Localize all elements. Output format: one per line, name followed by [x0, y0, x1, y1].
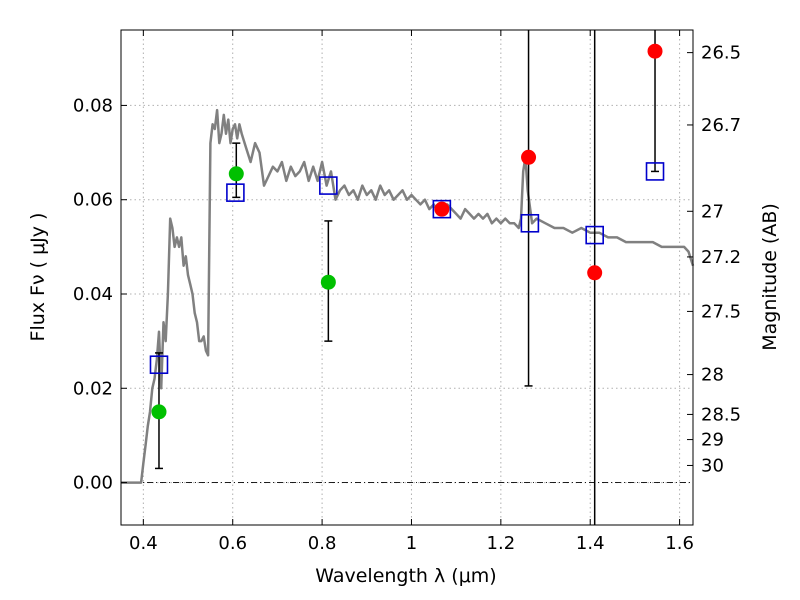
y-tick-label: 0.08 — [73, 95, 113, 116]
detection-point — [320, 274, 336, 290]
x-tick-label: 1.2 — [487, 533, 516, 554]
magnitude-tick-label: 29 — [701, 430, 724, 451]
detection-point — [151, 404, 167, 420]
model-sed-layer — [121, 108, 695, 484]
limit-point — [521, 149, 537, 165]
x-tick-label: 0.4 — [129, 533, 158, 554]
y-axis-label-right: Magnitude (AB) — [759, 203, 781, 351]
model-photometry-square — [585, 225, 604, 245]
y-tick-label: 0.02 — [73, 378, 113, 399]
x-axis-label: Wavelength λ (μm) — [315, 565, 496, 587]
model-photometry-square — [226, 183, 245, 202]
model-photometry-square — [319, 176, 338, 195]
x-tick-label: 0.6 — [218, 533, 247, 554]
limit-point — [587, 265, 603, 281]
model-photometry-square — [432, 199, 452, 219]
limit-point — [434, 201, 450, 217]
magnitude-tick-label: 27.2 — [701, 247, 741, 268]
model-photometry-square — [645, 162, 665, 181]
y-tick-label: 0.06 — [73, 190, 113, 211]
limit-point — [647, 43, 663, 59]
magnitude-tick-label: 26.5 — [701, 43, 741, 64]
magnitude-tick-label: 28.5 — [701, 404, 741, 425]
tick-layer: 0.4 0.6 0.8 1 1.2 1.4 1.6 0.00 0.02 0.04 0.06 0.08 2… — [73, 30, 741, 554]
plot-frame — [120, 29, 694, 526]
grid — [121, 30, 693, 525]
x-tick-label: 1.4 — [576, 533, 605, 554]
model-photometry-square — [149, 355, 169, 375]
x-tick-label: 1.6 — [665, 533, 694, 554]
magnitude-tick-label: 28 — [701, 365, 724, 386]
model-photometry-square — [520, 213, 540, 233]
y-tick-label: 0.00 — [73, 473, 113, 494]
x-tick-label: 0.8 — [308, 533, 337, 554]
magnitude-tick-label: 27 — [701, 201, 724, 222]
x-tick-label: 1 — [406, 533, 417, 554]
magnitude-tick-label: 30 — [701, 455, 724, 476]
y-tick-label: 0.04 — [73, 284, 113, 305]
marker-layer — [149, 43, 665, 420]
errorbar-layer — [154, 30, 660, 525]
magnitude-tick-label: 27.5 — [701, 301, 741, 322]
magnitude-tick-label: 26.7 — [701, 115, 741, 136]
detection-point — [228, 166, 244, 182]
model-sed-line — [121, 108, 695, 484]
y-axis-label-left: Flux Fν ( μJy ) — [27, 213, 49, 342]
